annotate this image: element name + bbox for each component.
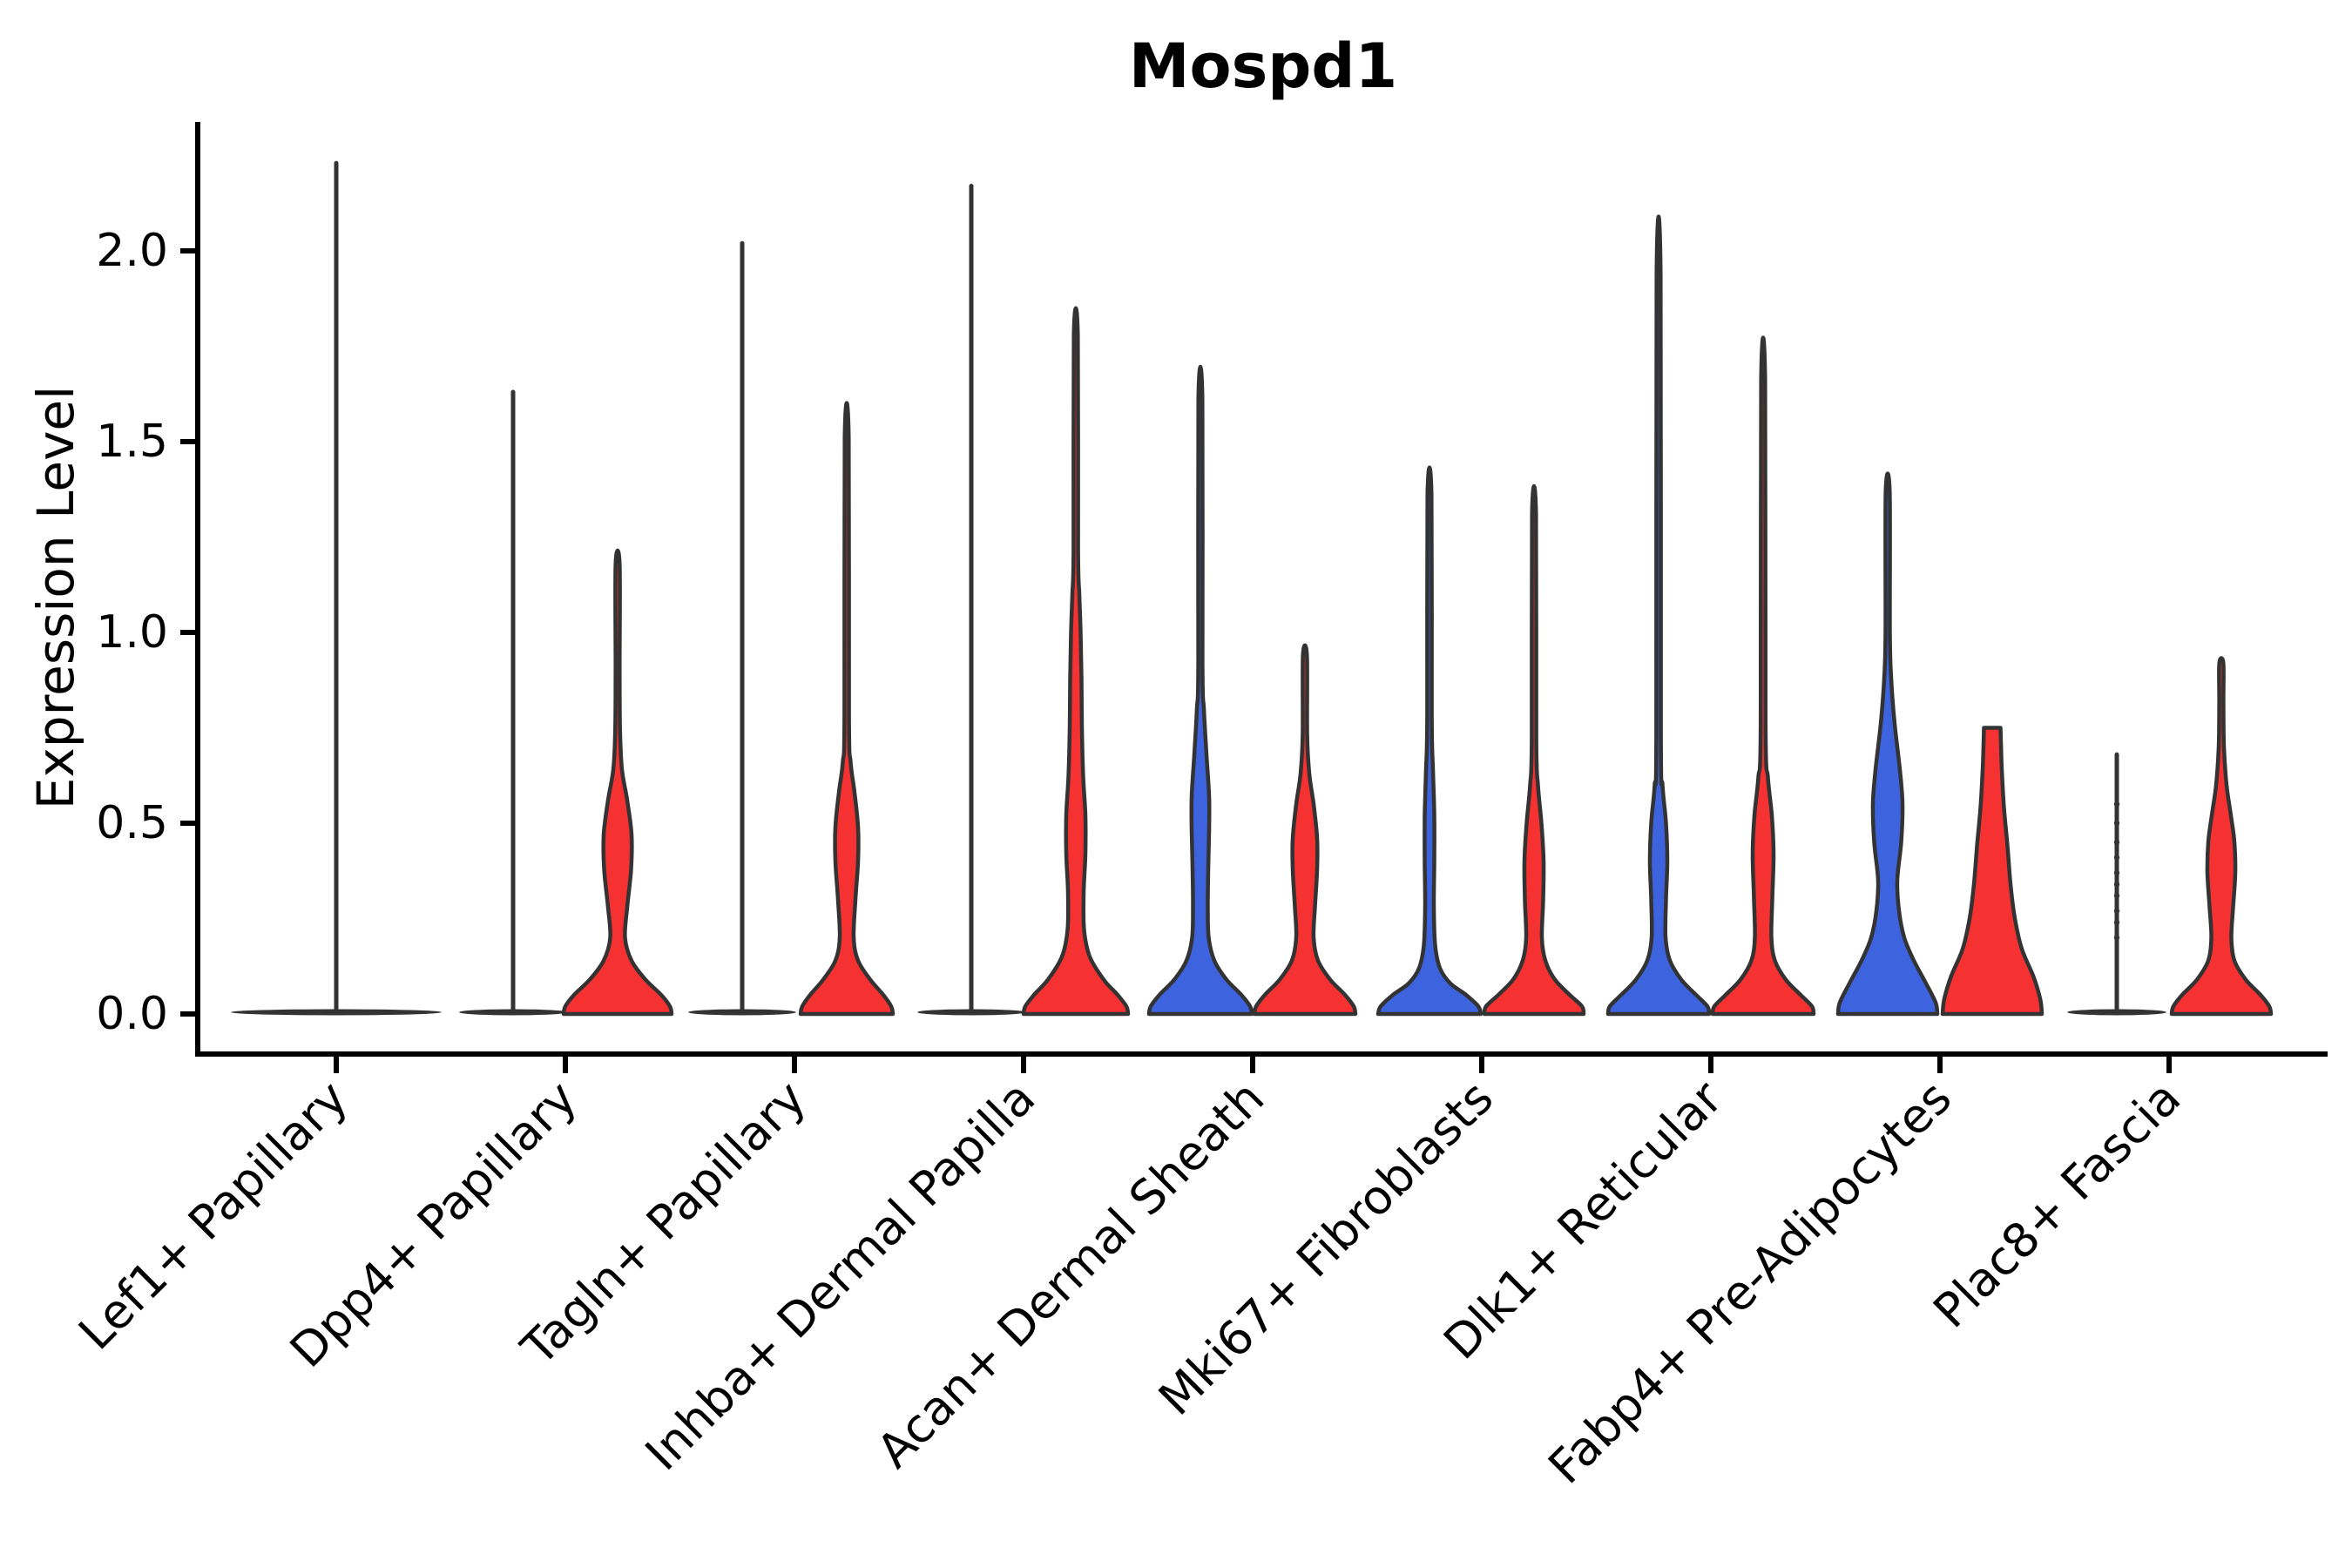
y-axis-title: Expression Level xyxy=(26,385,85,810)
violin-inhba-dermal-papilla-right xyxy=(1021,306,1131,1017)
violin-acan-dermal-sheath-left xyxy=(1146,365,1254,1017)
x-tick-label: Plac8+ Fascia xyxy=(1923,1071,2191,1339)
violin-plac8-fascia-left-dot xyxy=(2113,935,2120,941)
violin-dpp4-papillary-right xyxy=(561,548,674,1017)
x-tick-label: Inhba+ Dermal Papilla xyxy=(635,1071,1045,1481)
violin-plac8-fascia-left-dot xyxy=(2113,893,2120,899)
y-tick-label: 0.5 xyxy=(96,797,168,849)
violin-plac8-fascia-left-dot xyxy=(2113,869,2120,876)
x-tick-label: Fabp4+ Pre-Adipocytes xyxy=(1538,1071,1962,1495)
y-tick-label: 2.0 xyxy=(96,225,168,277)
violin-plac8-fascia-right xyxy=(2169,656,2274,1017)
y-tick-label: 1.0 xyxy=(96,606,168,659)
violin-acan-dermal-sheath-right xyxy=(1252,643,1358,1017)
violin-plac8-fascia-left-dot xyxy=(2113,855,2120,861)
violin-dlk1-reticular-left xyxy=(1605,214,1712,1017)
violin-plac8-fascia-left-dot xyxy=(2113,820,2120,827)
y-tick-label: 0.0 xyxy=(96,988,168,1040)
violin-plac8-fascia-left-dot xyxy=(2113,881,2120,888)
x-tick-label: Acan+ Dermal Sheath xyxy=(867,1071,1274,1478)
y-tick-label: 1.5 xyxy=(96,416,168,468)
violin-fabp4-pre-adipocytes-left xyxy=(1835,471,1940,1017)
violin-plac8-fascia-left-dot xyxy=(2113,801,2120,808)
chart-title: Mospd1 xyxy=(1128,30,1398,102)
violin-fabp4-pre-adipocytes-right xyxy=(1940,726,2044,1017)
violin-plac8-fascia-left-dot xyxy=(2113,919,2120,926)
violin-mki67-fibroblasts-right xyxy=(1482,483,1586,1017)
violin-mki67-fibroblasts-left xyxy=(1375,465,1484,1017)
violin-dlk1-reticular-right xyxy=(1710,335,1816,1017)
violin-plac8-fascia-left-dot xyxy=(2113,839,2120,846)
violin-tagln-papillary-right xyxy=(798,401,896,1017)
violin-plac8-fascia-left-dot xyxy=(2113,908,2120,914)
